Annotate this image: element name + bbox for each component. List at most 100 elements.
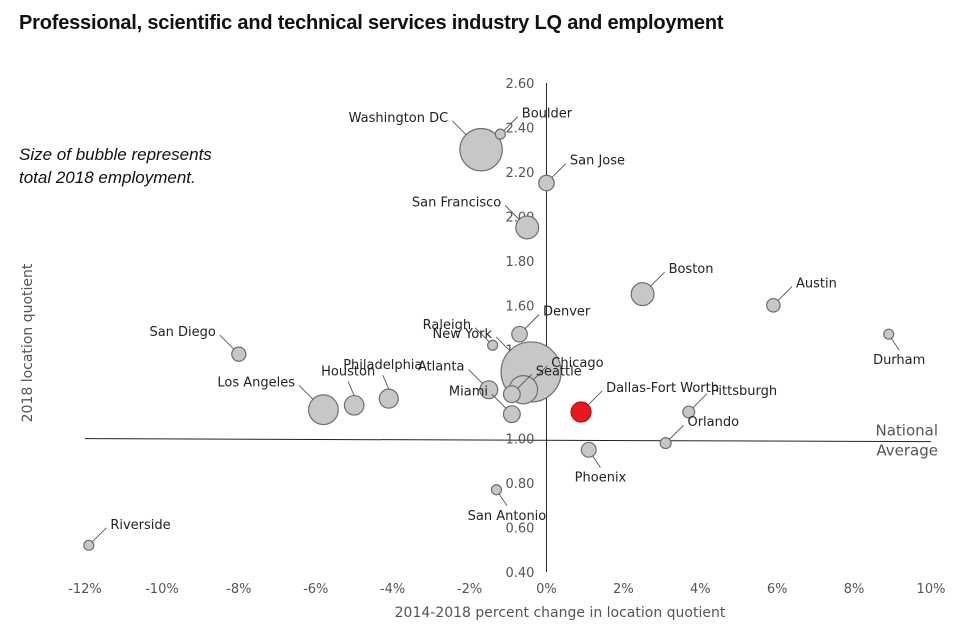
bubble-austin bbox=[766, 297, 781, 313]
point-label-orlando: Orlando bbox=[687, 415, 739, 430]
x-tick-label: -2% bbox=[457, 582, 482, 597]
x-tick-label: 8% bbox=[844, 582, 865, 597]
point-label-miami: Miami bbox=[449, 384, 488, 399]
point-label-riverside: Riverside bbox=[110, 518, 170, 533]
bubble-miami bbox=[502, 405, 521, 424]
bubble-phoenix bbox=[580, 441, 597, 458]
bubble-seattle bbox=[502, 385, 521, 404]
point-label-denver: Denver bbox=[543, 305, 591, 320]
bubble-philadelphia bbox=[378, 388, 399, 409]
leader-line-chicago bbox=[532, 365, 548, 381]
x-tick-label: 0% bbox=[536, 582, 557, 597]
bubble-san-francisco bbox=[515, 215, 540, 240]
leader-line-san-jose bbox=[551, 163, 567, 178]
point-label-durham: Durham bbox=[873, 353, 925, 368]
leader-line-san-antonio bbox=[498, 493, 508, 507]
leader-line-atlanta bbox=[468, 369, 483, 384]
x-tick-label: -12% bbox=[68, 582, 102, 597]
bubble-durham bbox=[883, 328, 895, 340]
point-label-philadelphia: Philadelphia bbox=[343, 358, 422, 373]
x-tick-label: -4% bbox=[380, 582, 405, 597]
labels-layer: Boulder Washington DC San Jose San Francisc… bbox=[92, 107, 925, 543]
point-label-phoenix: Phoenix bbox=[575, 471, 627, 486]
reference-layer: National Average bbox=[84, 422, 938, 460]
leader-line-boston bbox=[650, 271, 665, 287]
y-tick-label: 2.60 bbox=[506, 77, 535, 92]
leader-line-austin bbox=[777, 286, 793, 301]
point-label-san-francisco: San Francisco bbox=[412, 195, 501, 210]
y-axis-title: 2018 location quotient bbox=[20, 263, 36, 422]
y-tick-label: 1.80 bbox=[506, 255, 535, 270]
y-tick-label: 1.60 bbox=[506, 299, 535, 314]
x-tick-label: -8% bbox=[226, 582, 251, 597]
x-tick-label: 6% bbox=[767, 582, 788, 597]
leader-line-houston bbox=[347, 381, 355, 396]
point-label-dallas-fort-worth: Dallas-Fort Worth bbox=[606, 381, 719, 396]
bubble-san-antonio bbox=[490, 484, 503, 496]
y-tick-label: 0.40 bbox=[506, 566, 535, 581]
point-label-chicago: Chicago bbox=[551, 356, 603, 371]
bubble-size-note: Size of bubble represents total 2018 emp… bbox=[19, 145, 212, 187]
y-tick-label: 1.00 bbox=[506, 433, 535, 448]
point-label-boulder: Boulder bbox=[522, 107, 573, 122]
x-tick-label: -10% bbox=[145, 582, 179, 597]
y-tick-label: 0.60 bbox=[506, 522, 535, 537]
leader-line-dallas-fort-worth bbox=[587, 390, 603, 406]
bubble-orlando bbox=[659, 437, 672, 450]
point-label-austin: Austin bbox=[796, 277, 837, 292]
x-axis-title: 2014-2018 percent change in location quo… bbox=[395, 605, 726, 621]
bubble-raleigh bbox=[487, 339, 499, 351]
national-average-line bbox=[84, 438, 932, 443]
bubble-riverside bbox=[83, 539, 95, 551]
leader-line-miami bbox=[491, 394, 507, 409]
point-label-seattle: Seattle bbox=[536, 364, 582, 379]
point-label-atlanta: Atlanta bbox=[418, 359, 465, 374]
national-average-label-line1: National bbox=[875, 422, 938, 440]
point-label-pittsburgh: Pittsburgh bbox=[711, 384, 777, 399]
leader-line-riverside bbox=[92, 527, 107, 543]
bubble-dallas-fort-worth bbox=[570, 401, 592, 423]
bubble-boston bbox=[630, 282, 655, 307]
x-tick-label: 2% bbox=[613, 582, 634, 597]
leader-line-seattle bbox=[517, 374, 533, 389]
point-label-boston: Boston bbox=[669, 262, 714, 277]
point-label-los-angeles: Los Angeles bbox=[217, 375, 295, 390]
leader-line-boulder bbox=[503, 116, 519, 131]
point-label-raleigh: Raleigh bbox=[423, 318, 471, 333]
bubble-pittsburgh bbox=[682, 405, 696, 419]
axes-layer: 0.400.600.801.001.201.401.601.802.002.20… bbox=[68, 77, 945, 597]
point-label-new-york: New York bbox=[433, 327, 493, 342]
point-label-washington-dc: Washington DC bbox=[349, 111, 449, 126]
leader-line-phoenix bbox=[592, 455, 601, 468]
bubble-san-jose bbox=[538, 174, 555, 192]
leader-line-denver bbox=[524, 314, 540, 330]
bubble-atlanta bbox=[479, 380, 499, 400]
national-average-label-line2: Average bbox=[876, 442, 938, 460]
y-tick-label: 2.40 bbox=[506, 121, 535, 136]
leader-line-raleigh bbox=[474, 327, 490, 343]
x-tick-label: 10% bbox=[917, 582, 946, 597]
bubble-washington-dc bbox=[459, 127, 503, 172]
leader-line-san-francisco bbox=[504, 205, 520, 220]
bubbles-layer bbox=[83, 127, 895, 551]
bubble-san-diego bbox=[231, 346, 247, 362]
leader-line-washington-dc bbox=[451, 120, 467, 136]
point-label-houston: Houston bbox=[321, 365, 375, 380]
leader-line-san-diego bbox=[219, 334, 235, 350]
leader-line-orlando bbox=[669, 424, 684, 440]
leader-line-los-angeles bbox=[298, 385, 314, 400]
leader-line-new-york bbox=[495, 336, 511, 352]
bubble-houston bbox=[343, 394, 365, 416]
bubble-boulder bbox=[494, 128, 506, 140]
x-tick-label: 4% bbox=[690, 582, 711, 597]
y-tick-label: 0.80 bbox=[506, 477, 535, 492]
point-label-san-diego: San Diego bbox=[149, 325, 215, 340]
bubble-denver bbox=[511, 325, 528, 343]
leader-line-philadelphia bbox=[382, 374, 390, 390]
x-tick-label: -6% bbox=[303, 582, 328, 597]
chart-title: Professional, scientific and technical s… bbox=[19, 12, 724, 34]
bubble-los-angeles bbox=[307, 394, 339, 426]
y-tick-label: 2.20 bbox=[506, 166, 535, 181]
leader-line-pittsburgh bbox=[692, 393, 708, 409]
